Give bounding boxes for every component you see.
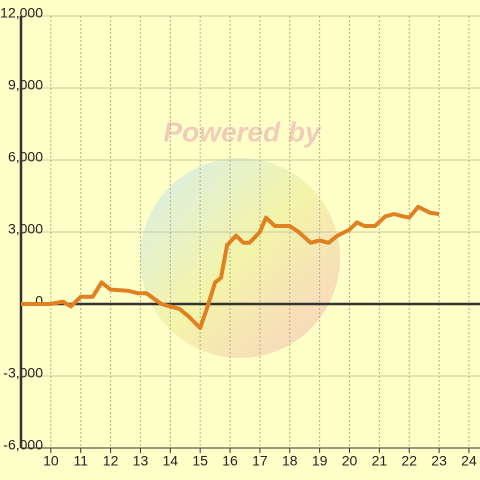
x-tick-label: 21 xyxy=(372,453,388,469)
watermark: Powered by xyxy=(163,116,322,147)
data-line xyxy=(21,204,440,330)
x-tick-label: 10 xyxy=(43,453,59,469)
y-tick-label: -3,000 xyxy=(3,365,43,381)
x-tick-label: 15 xyxy=(192,453,208,469)
y-tick-label: 9,000 xyxy=(8,77,43,93)
y-tick-label: 12,000 xyxy=(0,5,43,21)
x-tick-label: 20 xyxy=(342,453,358,469)
x-tick-label: 14 xyxy=(163,453,179,469)
x-tick-label: 22 xyxy=(401,453,417,469)
x-tick-label: 11 xyxy=(73,453,88,469)
x-tick-label: 12 xyxy=(103,453,119,469)
x-tick-label: 23 xyxy=(431,453,447,469)
x-tick-label: 18 xyxy=(282,453,298,469)
x-tick-label: 24 xyxy=(461,453,477,469)
x-tick-label: 13 xyxy=(133,453,149,469)
x-tick-label: 16 xyxy=(222,453,238,469)
x-tick-label: 19 xyxy=(312,453,328,469)
y-tick-label: -6,000 xyxy=(3,437,43,453)
y-tick-label: 6,000 xyxy=(8,149,43,165)
x-tick-label: 17 xyxy=(252,453,268,469)
y-tick-label: 3,000 xyxy=(8,221,43,237)
y-tick-label: 0 xyxy=(35,293,43,309)
